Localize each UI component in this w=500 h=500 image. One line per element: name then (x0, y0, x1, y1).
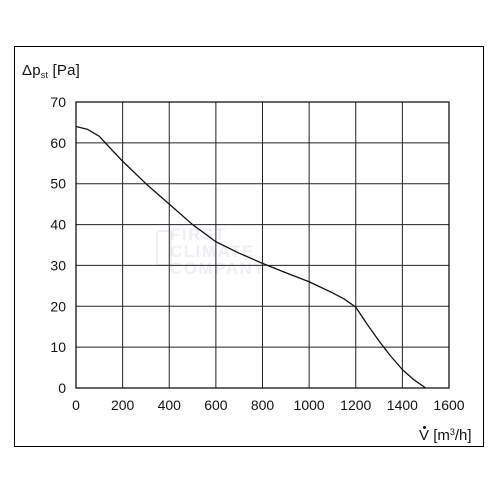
series-line (75, 125, 427, 389)
x-tick-label: 1000 (294, 397, 325, 413)
x-axis-label-unit-sup: 3 (449, 427, 455, 437)
x-tick-label: 800 (251, 397, 275, 413)
x-tick-label: 200 (111, 397, 135, 413)
y-tick-label: 70 (50, 94, 66, 110)
y-axis-label: Δpst [Pa] (22, 62, 81, 80)
chart-frame (14, 46, 484, 447)
y-tick-label: 40 (50, 217, 66, 233)
y-tick-label: 20 (50, 298, 66, 314)
x-tick-label: 1600 (433, 397, 464, 413)
x-axis-label-unit: [m (433, 427, 450, 444)
y-tick-label: 10 (50, 339, 66, 355)
x-tick-label: 0 (72, 397, 80, 413)
x-axis-label-main: V (419, 426, 430, 444)
x-tick-label: 1400 (387, 397, 418, 413)
y-tick-label: 0 (58, 380, 66, 396)
watermark-line3: COMPANY (170, 259, 267, 278)
y-tick-label: 30 (50, 257, 66, 273)
x-axis-label-unit-end: /h] (454, 427, 472, 444)
x-axis-label: V [m3/h] (419, 426, 472, 444)
plot-area-border (75, 101, 450, 389)
y-axis-label-unit: [Pa] (52, 62, 81, 79)
y-tick-label: 60 (50, 135, 66, 151)
x-tick-label: 400 (158, 397, 182, 413)
y-axis-label-sub: st (40, 70, 49, 80)
x-tick-label: 600 (204, 397, 228, 413)
x-tick-label: 1200 (340, 397, 371, 413)
y-tick-label: 50 (50, 176, 66, 192)
y-axis-label-main: Δp (22, 62, 41, 79)
watermark-line2: CLIMATE (170, 242, 255, 261)
